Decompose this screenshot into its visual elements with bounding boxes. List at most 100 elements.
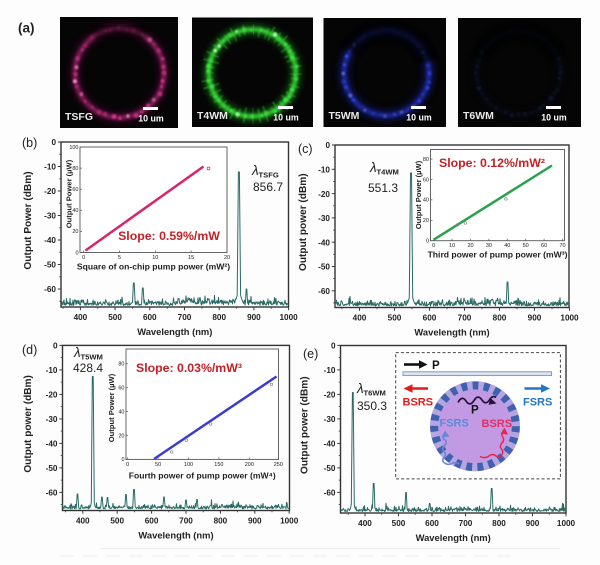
svg-text:40: 40 xyxy=(118,409,124,415)
svg-text:Wavelength (nm): Wavelength (nm) xyxy=(138,530,213,541)
svg-text:-40: -40 xyxy=(44,236,56,245)
svg-text:-20: -20 xyxy=(46,391,58,400)
svg-text:40: 40 xyxy=(423,198,429,204)
svg-text:800: 800 xyxy=(493,314,507,323)
svg-text:Wavelength (nm): Wavelength (nm) xyxy=(137,326,212,337)
svg-text:100: 100 xyxy=(184,462,193,468)
svg-text:500: 500 xyxy=(388,314,402,323)
svg-text:Slope: 0.12%/mW²: Slope: 0.12%/mW² xyxy=(439,156,545,170)
svg-text:0: 0 xyxy=(325,141,330,150)
svg-text:400: 400 xyxy=(74,313,88,322)
svg-text:-40: -40 xyxy=(46,440,58,449)
svg-text:500: 500 xyxy=(110,517,124,526)
svg-text:60: 60 xyxy=(423,177,429,183)
svg-text:P: P xyxy=(432,360,440,372)
svg-text:0: 0 xyxy=(51,138,56,147)
svg-text:(e): (e) xyxy=(303,347,318,361)
svg-text:0: 0 xyxy=(432,243,435,249)
svg-text:-20: -20 xyxy=(324,391,336,400)
svg-text:900: 900 xyxy=(528,314,542,323)
svg-text:-10: -10 xyxy=(318,166,330,175)
svg-text:-60: -60 xyxy=(44,285,56,294)
svg-text:FSRS: FSRS xyxy=(440,418,469,430)
svg-text:Output Power (µW): Output Power (µW) xyxy=(107,373,116,442)
svg-text:T5WM: T5WM xyxy=(329,110,360,122)
svg-text:Fourth power of pump power (mW: Fourth power of pump power (mW⁴) xyxy=(129,471,276,481)
svg-text:428.4: 428.4 xyxy=(73,361,103,375)
svg-text:900: 900 xyxy=(247,313,261,322)
svg-text:-30: -30 xyxy=(318,214,330,223)
svg-text:350.3: 350.3 xyxy=(357,399,387,413)
svg-text:0: 0 xyxy=(121,457,124,463)
svg-text:40: 40 xyxy=(504,243,510,249)
svg-text:700: 700 xyxy=(179,517,193,526)
svg-text:-30: -30 xyxy=(44,212,56,221)
svg-text:400: 400 xyxy=(76,517,90,526)
svg-text:10: 10 xyxy=(449,243,455,249)
svg-text:T6WM: T6WM xyxy=(364,389,386,398)
svg-text:Output power (dBm): Output power (dBm) xyxy=(23,375,34,473)
svg-text:Output Power (dBm): Output Power (dBm) xyxy=(23,171,34,269)
svg-text:-20: -20 xyxy=(318,190,330,199)
svg-text:-10: -10 xyxy=(44,163,56,172)
svg-text:-50: -50 xyxy=(318,263,330,272)
svg-text:-40: -40 xyxy=(324,440,336,449)
svg-text:10 um: 10 um xyxy=(541,113,567,123)
svg-text:-50: -50 xyxy=(46,464,58,473)
svg-text:800: 800 xyxy=(214,517,228,526)
svg-text:1000: 1000 xyxy=(280,517,299,526)
svg-text:80: 80 xyxy=(72,166,78,172)
svg-text:0: 0 xyxy=(331,342,336,351)
svg-text:200: 200 xyxy=(245,462,254,468)
svg-text:600: 600 xyxy=(143,313,157,322)
svg-text:30: 30 xyxy=(486,243,492,249)
svg-text:100: 100 xyxy=(69,145,78,151)
svg-text:0: 0 xyxy=(75,250,78,256)
svg-text:10 um: 10 um xyxy=(273,113,299,123)
svg-text:500: 500 xyxy=(392,519,406,528)
svg-text:400: 400 xyxy=(353,314,367,323)
svg-text:-50: -50 xyxy=(324,464,336,473)
svg-text:-30: -30 xyxy=(324,415,336,424)
svg-text:50: 50 xyxy=(523,243,529,249)
svg-text:250: 250 xyxy=(274,462,283,468)
svg-text:λ: λ xyxy=(73,345,81,360)
svg-text:λ: λ xyxy=(369,160,377,175)
svg-text:Third power of pump power (mW³: Third power of pump power (mW³) xyxy=(428,250,568,260)
svg-text:(b): (b) xyxy=(22,136,37,150)
svg-text:20: 20 xyxy=(423,218,429,224)
svg-text:-10: -10 xyxy=(46,366,58,375)
svg-text:-50: -50 xyxy=(44,261,56,270)
svg-text:70: 70 xyxy=(559,243,565,249)
svg-text:1000: 1000 xyxy=(557,519,576,528)
svg-text:80: 80 xyxy=(423,157,429,163)
svg-text:-40: -40 xyxy=(318,238,330,247)
svg-text:700: 700 xyxy=(458,314,472,323)
svg-text:Output power (dBm): Output power (dBm) xyxy=(300,376,311,474)
svg-text:Wavelength (nm): Wavelength (nm) xyxy=(414,327,489,338)
svg-text:-60: -60 xyxy=(324,489,336,498)
svg-text:1000: 1000 xyxy=(279,313,298,322)
svg-text:50: 50 xyxy=(155,462,161,468)
svg-text:5: 5 xyxy=(118,255,121,261)
svg-text:20: 20 xyxy=(224,255,230,261)
svg-text:60: 60 xyxy=(541,243,547,249)
svg-text:551.3: 551.3 xyxy=(368,181,398,195)
svg-text:20: 20 xyxy=(72,229,78,235)
svg-text:T6WM: T6WM xyxy=(463,110,494,122)
svg-text:400: 400 xyxy=(358,519,372,528)
svg-text:1000: 1000 xyxy=(560,314,579,323)
svg-text:Slope: 0.03%/mW³: Slope: 0.03%/mW³ xyxy=(136,361,242,375)
svg-text:600: 600 xyxy=(145,517,159,526)
svg-text:Output power (dBm): Output power (dBm) xyxy=(298,173,309,271)
svg-text:0: 0 xyxy=(426,239,429,245)
svg-text:TSFG: TSFG xyxy=(259,171,279,180)
svg-text:10 um: 10 um xyxy=(406,113,432,123)
svg-text:(c): (c) xyxy=(298,142,313,156)
svg-text:-10: -10 xyxy=(324,366,336,375)
svg-text:150: 150 xyxy=(214,462,223,468)
svg-text:60: 60 xyxy=(72,187,78,193)
svg-text:20: 20 xyxy=(467,243,473,249)
svg-text:40: 40 xyxy=(72,208,78,214)
svg-text:BSRS: BSRS xyxy=(482,418,513,430)
